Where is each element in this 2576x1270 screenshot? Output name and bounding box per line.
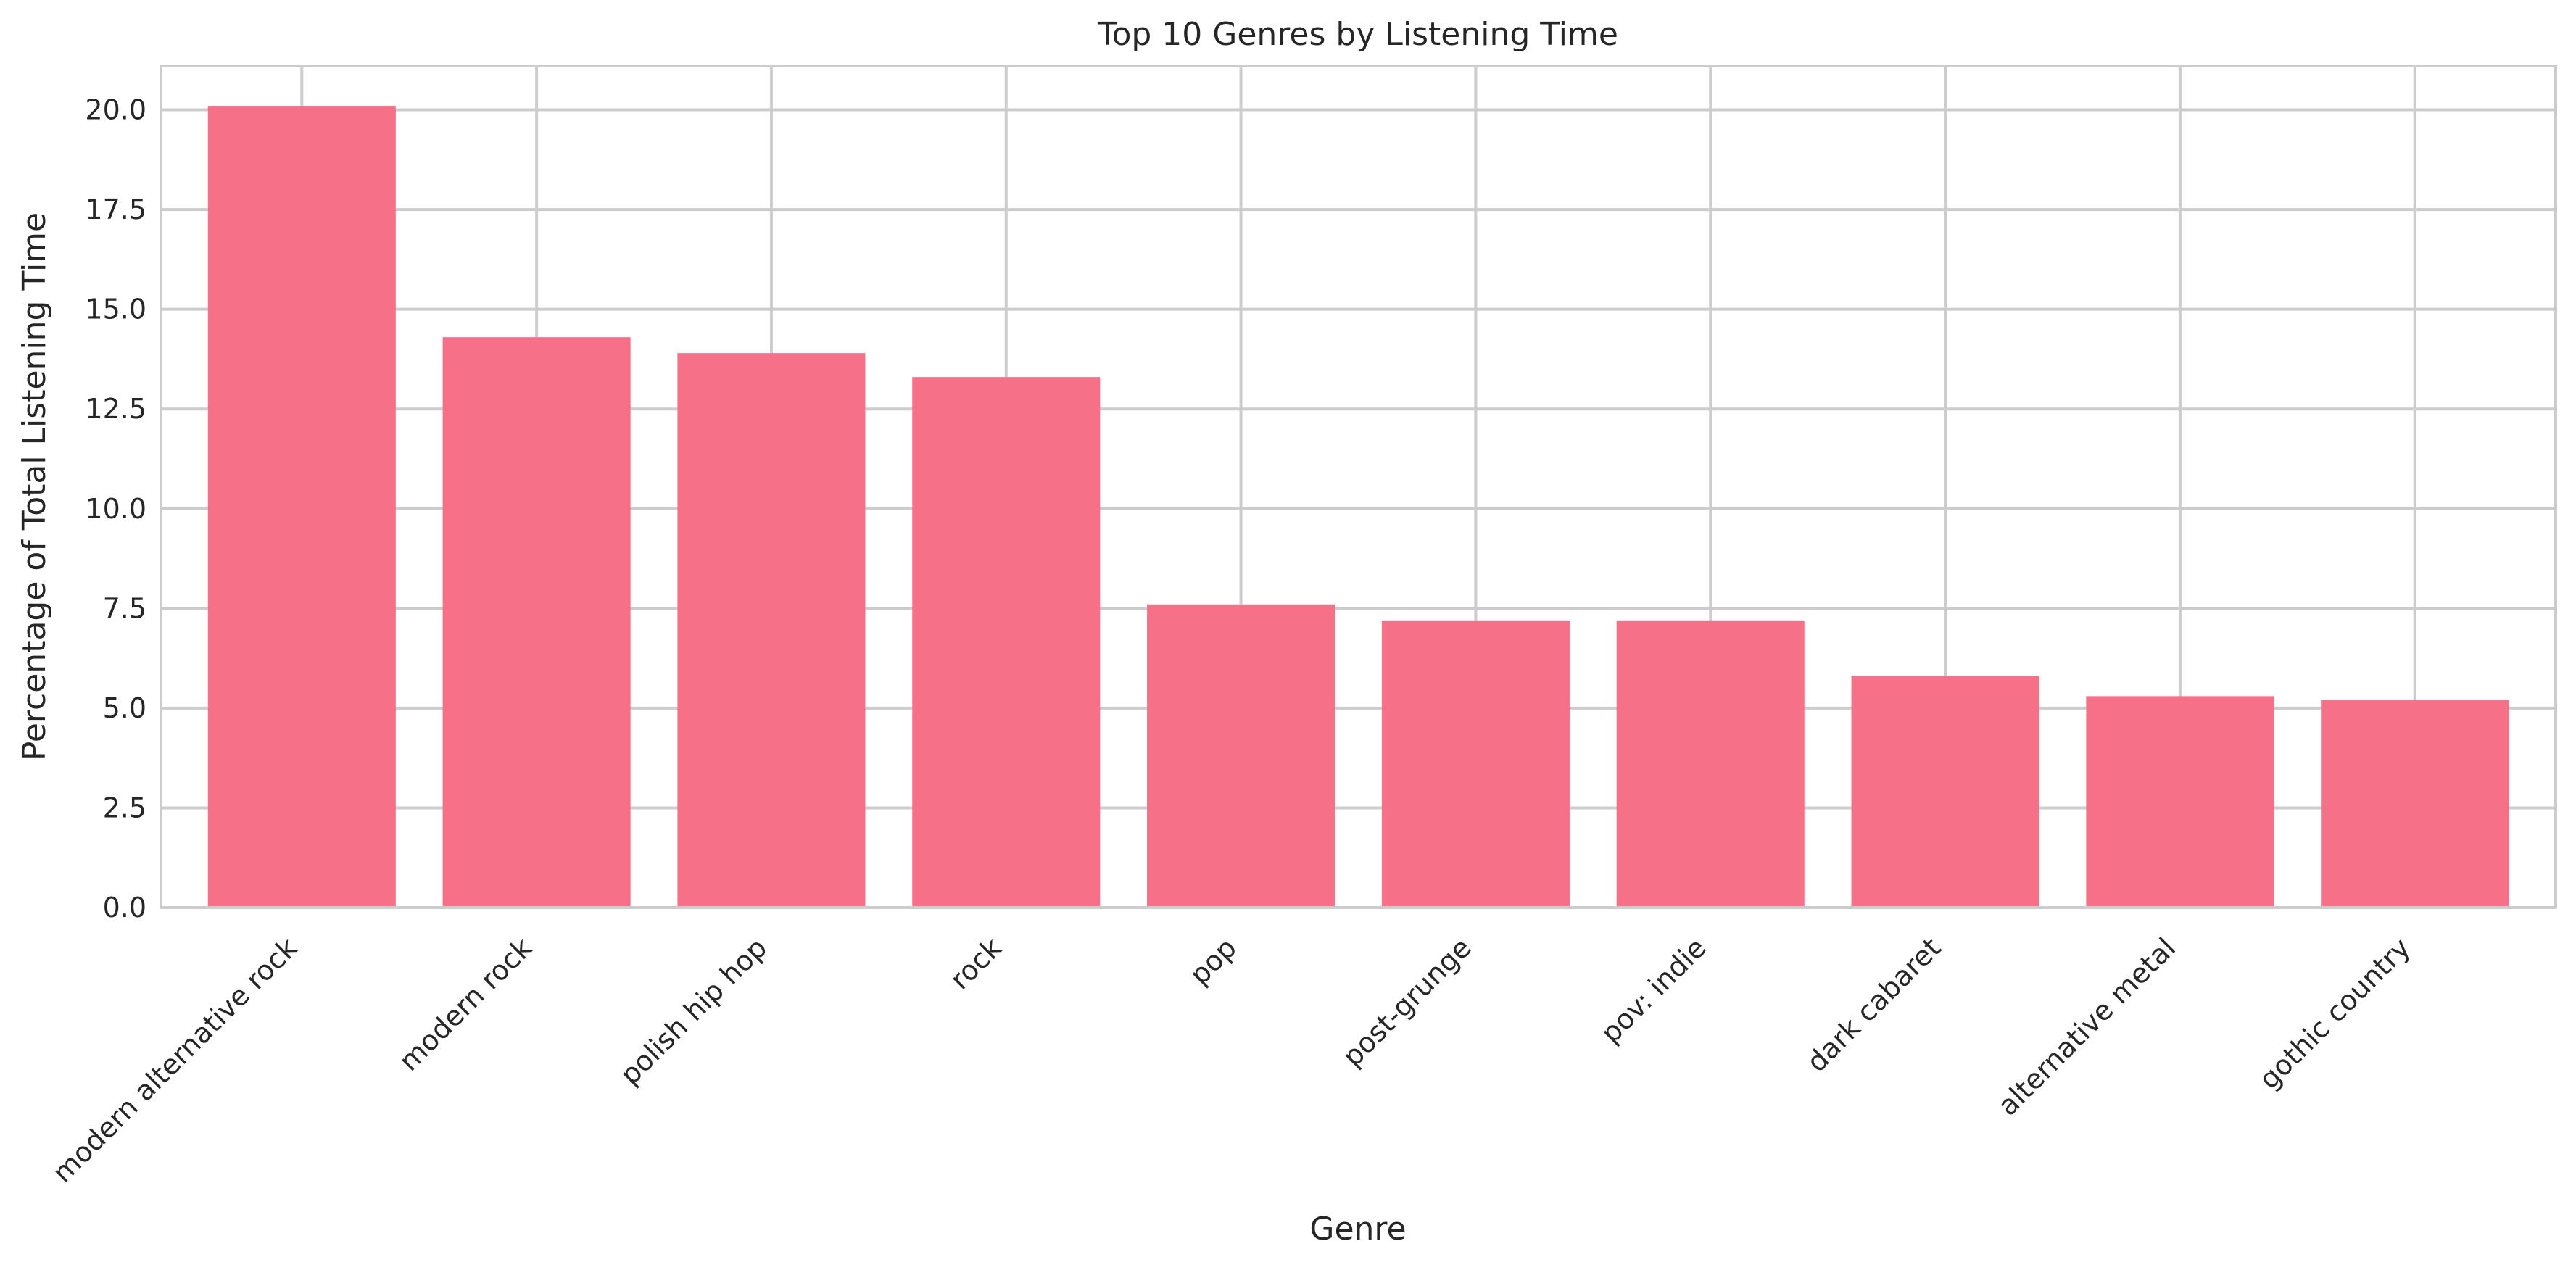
y-tick-label: 17.5: [85, 194, 146, 225]
bar: [912, 377, 1101, 908]
y-tick-label: 20.0: [85, 94, 146, 126]
y-tick-label: 5.0: [103, 692, 146, 724]
y-tick-label: 15.0: [85, 294, 146, 325]
bar: [1616, 620, 1805, 908]
bar: [442, 337, 631, 908]
bar: [2086, 696, 2274, 908]
bar: [677, 353, 866, 908]
bar: [207, 106, 396, 908]
y-axis-label: Percentage of Total Listening Time: [16, 212, 53, 760]
bar: [1851, 676, 2039, 908]
y-tick-label: 7.5: [103, 592, 146, 624]
bar: [2321, 700, 2509, 908]
y-tick-labels: 0.0 2.5 5.0 7.5 10.0 12.5 15.0 17.5 20.0: [85, 94, 146, 924]
bar-layer: [207, 106, 2509, 908]
chart-title: Top 10 Genres by Listening Time: [1097, 16, 1618, 53]
y-tick-label: 2.5: [103, 792, 146, 823]
y-tick-label: 0.0: [103, 892, 146, 924]
y-tick-label: 10.0: [85, 493, 146, 525]
plot-frame: [160, 65, 2557, 909]
bar: [1147, 604, 1335, 908]
bar: [1381, 620, 1570, 908]
x-axis-label: Genre: [1309, 1211, 1406, 1248]
y-tick-label: 12.5: [85, 393, 146, 425]
